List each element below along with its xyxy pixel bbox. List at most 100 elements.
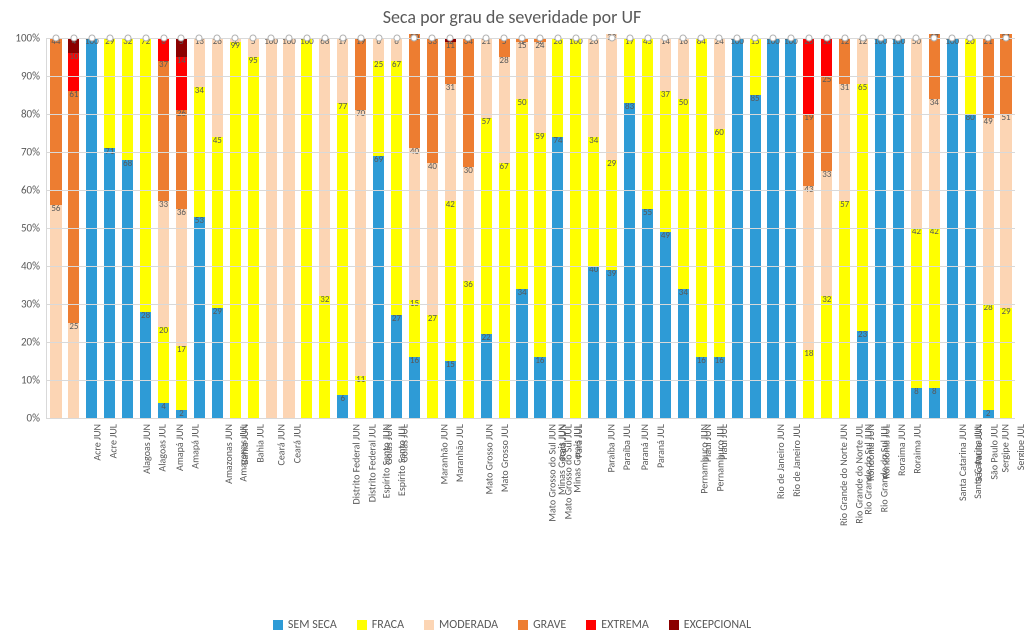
x-tick-label: Amapá JUL bbox=[188, 424, 201, 469]
bar-segment bbox=[624, 103, 635, 418]
bar-segment bbox=[50, 38, 61, 205]
bar-segment bbox=[176, 110, 187, 209]
legend-label: FRACA bbox=[372, 618, 404, 632]
gridline bbox=[47, 152, 1015, 153]
bar-segment bbox=[552, 137, 563, 418]
x-tick-label: Goiás JUN bbox=[382, 424, 395, 465]
bar-segment bbox=[230, 42, 241, 418]
top-marker bbox=[841, 35, 848, 42]
legend-swatch bbox=[669, 620, 679, 630]
top-marker bbox=[608, 35, 615, 42]
top-marker bbox=[303, 35, 310, 42]
bar-segment bbox=[409, 148, 420, 300]
x-tick-label: Ceará JUL bbox=[290, 424, 303, 463]
bar-segment bbox=[678, 38, 689, 99]
bar-segment bbox=[821, 76, 832, 171]
bar-segment bbox=[1000, 114, 1011, 308]
chart-title: Seca por grau de severidade por UF bbox=[0, 6, 1024, 28]
bar-segment bbox=[499, 57, 510, 163]
x-tick-label: Rio Grande do Norte JUN bbox=[837, 424, 850, 526]
x-tick-label: Amapá JUN bbox=[173, 424, 186, 471]
bar-segment bbox=[839, 84, 850, 202]
bar-segment bbox=[463, 167, 474, 281]
y-tick-label: 80% bbox=[0, 108, 40, 121]
x-tick-label: Pará JUL bbox=[572, 424, 585, 458]
bar-segment bbox=[158, 201, 169, 326]
bar-segment bbox=[803, 114, 814, 186]
top-marker bbox=[519, 35, 526, 42]
top-marker bbox=[644, 35, 651, 42]
bar-segment bbox=[696, 357, 707, 418]
x-tick-label: Amazonas JUN bbox=[221, 424, 234, 484]
bar-segment bbox=[606, 160, 617, 270]
bar-segment bbox=[176, 57, 187, 110]
top-marker bbox=[124, 35, 131, 42]
plot-area: 5644256110410071296832287242033376217362… bbox=[46, 38, 1015, 419]
bar-segment bbox=[158, 327, 169, 403]
top-marker bbox=[160, 35, 167, 42]
y-tick-label: 20% bbox=[0, 336, 40, 349]
bar-segment bbox=[409, 34, 420, 148]
bar-segment bbox=[911, 38, 922, 228]
top-marker bbox=[1003, 35, 1010, 42]
x-tick-label: Santa Catarina JUN bbox=[956, 424, 969, 501]
legend-item: GRAVE bbox=[518, 618, 566, 632]
x-tick-label: Paraíba JUN bbox=[604, 424, 617, 472]
bar-segment bbox=[463, 38, 474, 167]
top-marker bbox=[483, 35, 490, 42]
bar-segment bbox=[104, 148, 115, 418]
top-marker bbox=[931, 35, 938, 42]
top-marker bbox=[985, 35, 992, 42]
y-tick-label: 90% bbox=[0, 70, 40, 83]
x-tick-label: Distrito Federal JUL bbox=[365, 424, 378, 502]
top-marker bbox=[572, 35, 579, 42]
bar-segment bbox=[750, 38, 761, 95]
bar-segment bbox=[176, 209, 187, 346]
legend-swatch bbox=[424, 620, 434, 630]
top-marker bbox=[196, 35, 203, 42]
top-marker bbox=[716, 35, 723, 42]
top-marker bbox=[752, 35, 759, 42]
top-marker bbox=[626, 35, 633, 42]
bar-segment bbox=[911, 388, 922, 418]
y-tick-label: 100% bbox=[0, 32, 40, 45]
top-marker bbox=[70, 35, 77, 42]
legend-swatch bbox=[357, 620, 367, 630]
legend-item: MODERADA bbox=[424, 618, 498, 632]
top-marker bbox=[770, 35, 777, 42]
bar-segment bbox=[140, 38, 151, 312]
bar-segment bbox=[929, 388, 940, 418]
x-tick-label: Acre JUN bbox=[91, 424, 104, 461]
top-marker bbox=[734, 35, 741, 42]
bar-segment bbox=[68, 53, 79, 91]
bar-segment bbox=[337, 103, 348, 396]
bar-segment bbox=[319, 296, 330, 418]
y-tick-label: 0% bbox=[0, 412, 40, 425]
x-tick-label: Rio de Janeiro JUN bbox=[774, 424, 787, 499]
top-marker bbox=[429, 35, 436, 42]
top-marker bbox=[88, 35, 95, 42]
top-marker bbox=[339, 35, 346, 42]
x-tick-label: Rondônia JUN bbox=[864, 424, 877, 481]
bar-segment bbox=[839, 201, 850, 418]
x-tick-label: Piauí JUN bbox=[702, 424, 715, 462]
bar-segment bbox=[516, 99, 527, 289]
bar-segment bbox=[588, 137, 599, 266]
legend-label: MODERADA bbox=[439, 618, 498, 632]
top-marker bbox=[662, 35, 669, 42]
x-tick-label: Paraíba JUL bbox=[620, 424, 633, 470]
bar-segment bbox=[678, 99, 689, 289]
legend-label: GRAVE bbox=[533, 618, 566, 632]
bar-segment bbox=[391, 61, 402, 316]
gridline bbox=[47, 190, 1015, 191]
legend-swatch bbox=[586, 620, 596, 630]
top-marker bbox=[232, 35, 239, 42]
top-marker bbox=[375, 35, 382, 42]
bar-segment bbox=[552, 38, 563, 137]
x-tick-label: Alagoas JUN bbox=[140, 424, 153, 474]
bar-segment bbox=[122, 38, 133, 160]
bar-segment bbox=[104, 38, 115, 148]
x-tick-label: Mato Grosso JUL bbox=[499, 424, 512, 492]
legend-item: EXTREMA bbox=[586, 618, 649, 632]
top-marker bbox=[393, 35, 400, 42]
